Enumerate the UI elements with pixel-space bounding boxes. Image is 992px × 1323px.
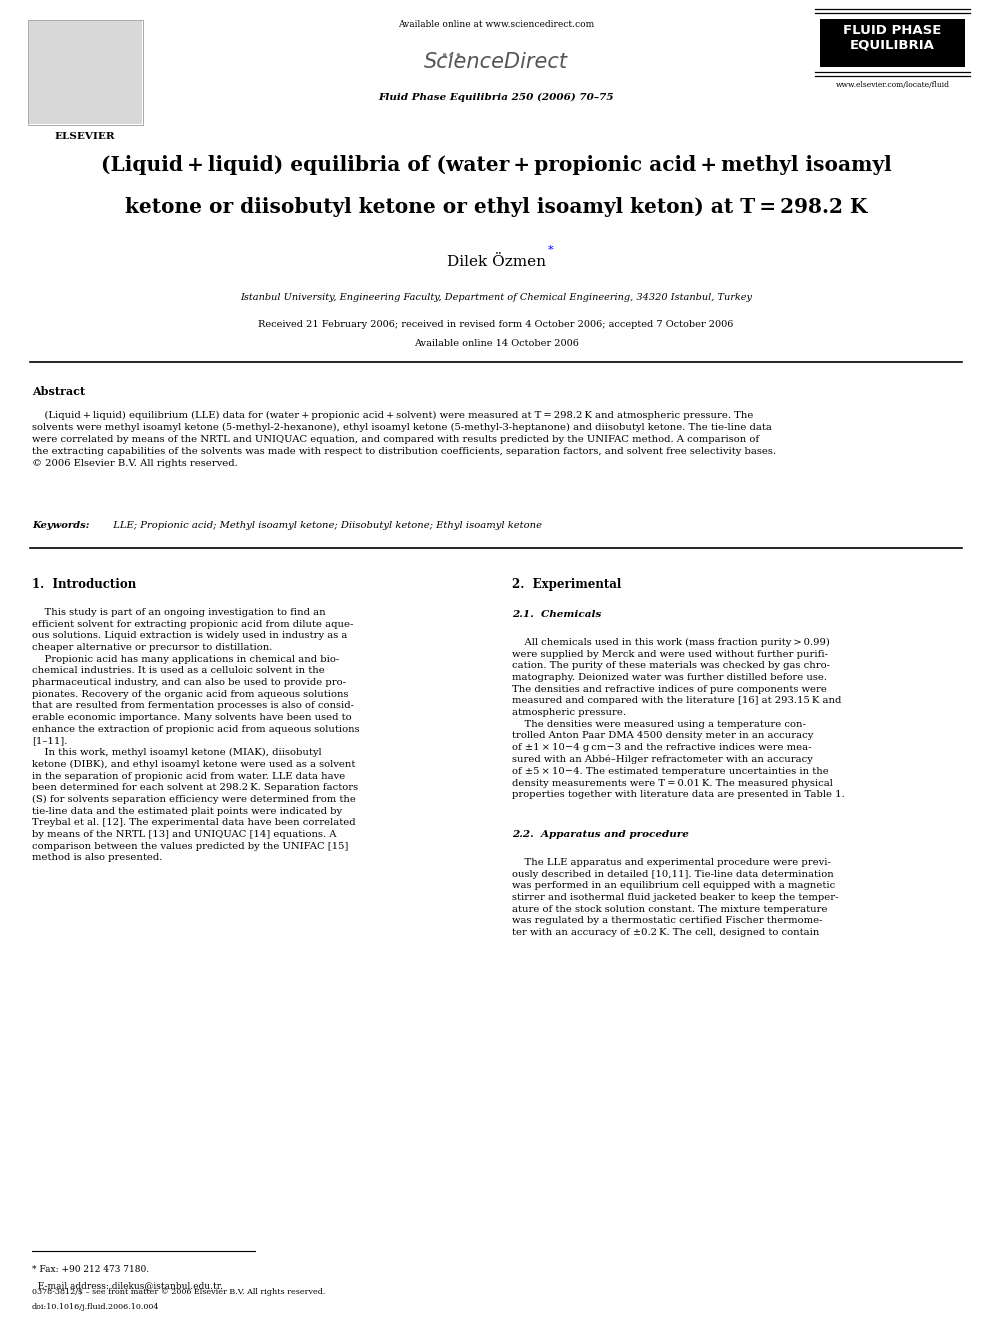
Text: FLUID PHASE
EQUILIBRIA: FLUID PHASE EQUILIBRIA — [843, 24, 941, 52]
Text: 2.1.  Chemicals: 2.1. Chemicals — [512, 610, 601, 619]
Text: LLE; Propionic acid; Methyl isoamyl ketone; Diisobutyl ketone; Ethyl isoamyl ket: LLE; Propionic acid; Methyl isoamyl keto… — [107, 521, 542, 531]
Text: E-mail address: dilekus@istanbul.edu.tr.: E-mail address: dilekus@istanbul.edu.tr. — [32, 1281, 223, 1290]
Text: Received 21 February 2006; received in revised form 4 October 2006; accepted 7 O: Received 21 February 2006; received in r… — [258, 320, 734, 329]
Text: Available online 14 October 2006: Available online 14 October 2006 — [414, 339, 578, 348]
Text: The LLE apparatus and experimental procedure were previ-
ously described in deta: The LLE apparatus and experimental proce… — [512, 859, 838, 937]
Bar — [820, 19, 965, 67]
Text: Fluid Phase Equilibria 250 (2006) 70–75: Fluid Phase Equilibria 250 (2006) 70–75 — [378, 93, 614, 102]
Text: Available online at www.sciencedirect.com: Available online at www.sciencedirect.co… — [398, 20, 594, 29]
Bar — [28, 20, 143, 124]
Text: www.elsevier.com/locate/fluid: www.elsevier.com/locate/fluid — [835, 81, 949, 89]
Text: All chemicals used in this work (mass fraction purity > 0.99)
were supplied by M: All chemicals used in this work (mass fr… — [512, 638, 845, 799]
Text: Dilek Özmen: Dilek Özmen — [446, 255, 546, 269]
Bar — [29, 21, 142, 124]
Text: 0378-3812/$ – see front matter © 2006 Elsevier B.V. All rights reserved.: 0378-3812/$ – see front matter © 2006 El… — [32, 1289, 325, 1297]
Text: (Liquid + liquid) equilibrium (LLE) data for (water + propionic acid + solvent) : (Liquid + liquid) equilibrium (LLE) data… — [32, 411, 776, 468]
Text: *: * — [548, 245, 554, 255]
Text: Abstract: Abstract — [32, 386, 85, 397]
Text: * Fax: +90 212 473 7180.: * Fax: +90 212 473 7180. — [32, 1265, 149, 1274]
Text: Keywords:: Keywords: — [32, 521, 89, 531]
Text: •••: ••• — [439, 50, 462, 64]
Text: This study is part of an ongoing investigation to find an
efficient solvent for : This study is part of an ongoing investi… — [32, 609, 360, 863]
Text: ScienceDirect: ScienceDirect — [424, 52, 568, 71]
Text: 1.  Introduction: 1. Introduction — [32, 578, 136, 591]
Text: (Liquid + liquid) equilibria of (water + propionic acid + methyl isoamyl: (Liquid + liquid) equilibria of (water +… — [100, 155, 892, 175]
Text: ketone or diisobutyl ketone or ethyl isoamyl keton) at T = 298.2 K: ketone or diisobutyl ketone or ethyl iso… — [125, 197, 867, 217]
Text: doi:10.1016/j.fluid.2006.10.004: doi:10.1016/j.fluid.2006.10.004 — [32, 1303, 160, 1311]
Text: 2.2.  Apparatus and procedure: 2.2. Apparatus and procedure — [512, 830, 688, 839]
Text: Istanbul University, Engineering Faculty, Department of Chemical Engineering, 34: Istanbul University, Engineering Faculty… — [240, 292, 752, 302]
Text: ELSEVIER: ELSEVIER — [55, 132, 115, 142]
Text: 2.  Experimental: 2. Experimental — [512, 578, 621, 591]
